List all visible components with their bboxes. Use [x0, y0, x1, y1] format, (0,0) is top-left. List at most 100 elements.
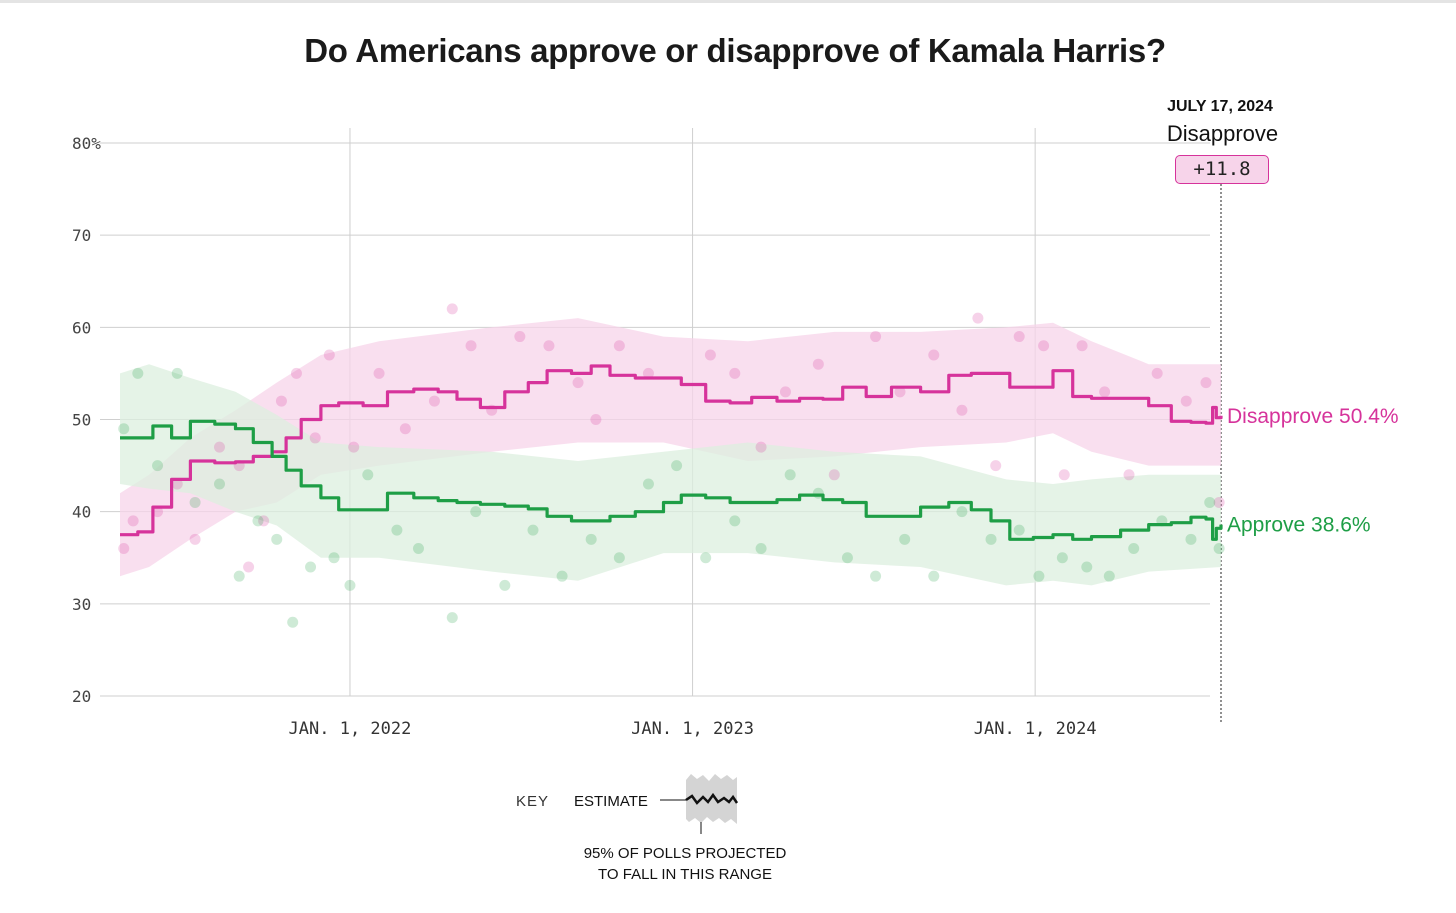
poll-dot-disapprove	[323, 349, 335, 361]
poll-dot-approve	[1056, 552, 1068, 564]
poll-dot-approve	[841, 552, 853, 564]
poll-dot-approve	[233, 570, 245, 582]
lead-margin-badge: +11.8	[1175, 155, 1269, 184]
poll-dot-disapprove	[729, 367, 741, 379]
poll-dot-approve	[412, 543, 424, 555]
poll-dot-approve	[470, 506, 482, 518]
poll-dot-approve	[700, 552, 712, 564]
y-tick-label: 50	[72, 411, 91, 430]
y-tick-label: 40	[72, 503, 91, 522]
key-estimate-line	[685, 792, 739, 805]
y-tick-label: 60	[72, 318, 91, 337]
poll-dot-disapprove	[348, 441, 360, 453]
y-tick-label: 80%	[72, 134, 101, 153]
key-range-line2: TO FALL IN THIS RANGE	[598, 866, 772, 883]
poll-dot-approve	[344, 579, 356, 591]
poll-dot-disapprove	[258, 515, 270, 527]
poll-dot-approve	[287, 616, 299, 628]
poll-dot-approve	[556, 570, 568, 582]
key-heading: KEY	[516, 793, 550, 810]
poll-dot-disapprove	[1076, 340, 1088, 352]
poll-dot-approve	[1103, 570, 1115, 582]
poll-dot-approve	[1213, 543, 1225, 555]
poll-dot-disapprove	[812, 358, 824, 370]
axis-labels: 20 30 40 50 60 70 80% JAN. 1, 2022 JAN. 1, 2023 J…	[72, 134, 1097, 739]
poll-dot-disapprove	[704, 349, 716, 361]
poll-dot-disapprove	[1058, 469, 1070, 481]
range-band-approve	[120, 364, 1221, 586]
end-label-disapprove: Disapprove 50.4%	[1227, 405, 1399, 428]
poll-dot-disapprove	[446, 303, 458, 315]
poll-dot-disapprove	[171, 478, 183, 490]
poll-dot-disapprove	[152, 506, 164, 518]
poll-dot-disapprove	[590, 414, 602, 425]
poll-dot-approve	[1033, 570, 1045, 582]
poll-dot-disapprove	[189, 533, 201, 545]
series-line-disapprove	[120, 364, 1223, 537]
poll-dot-disapprove	[572, 377, 584, 389]
poll-dot-approve	[189, 496, 201, 508]
poll-dot-disapprove	[1013, 331, 1025, 343]
poll-dot-disapprove	[118, 543, 130, 555]
y-tick-label: 70	[72, 226, 91, 245]
y-tick-label: 30	[72, 595, 91, 614]
poll-dot-approve	[1204, 496, 1216, 508]
key-range-label: 95% OF POLLS PROJECTED TO FALL IN THIS R…	[560, 843, 810, 885]
poll-dot-approve	[985, 533, 997, 545]
poll-dot-disapprove	[290, 367, 302, 379]
y-tick-label: 20	[72, 687, 91, 706]
poll-dot-disapprove	[894, 386, 906, 398]
poll-dot-approve	[1185, 533, 1197, 545]
poll-dot-disapprove	[543, 340, 555, 352]
poll-dot-disapprove	[613, 340, 625, 352]
poll-dot-approve	[271, 533, 283, 545]
poll-dot-approve	[1013, 524, 1025, 536]
poll-dot-disapprove	[828, 469, 840, 481]
poll-dot-disapprove	[1180, 395, 1192, 407]
range-band-disapprove	[120, 318, 1221, 577]
poll-dot-disapprove	[990, 460, 1002, 472]
lead-date: JULY 17, 2024	[1167, 98, 1273, 115]
x-tick-label: JAN. 1, 2022	[289, 719, 412, 739]
page-title: Do Americans approve or disapprove of Ka…	[304, 32, 1166, 69]
poll-dot-disapprove	[309, 432, 321, 444]
poll-dot-approve	[784, 469, 796, 481]
end-label-approve: Approve 38.6%	[1227, 514, 1371, 537]
poll-dot-disapprove	[213, 441, 225, 453]
poll-dot-disapprove	[243, 561, 255, 573]
key-range-line1: 95% OF POLLS PROJECTED	[583, 845, 787, 862]
poll-dot-approve	[328, 552, 340, 564]
poll-dot-approve	[928, 570, 940, 582]
series-line-approve	[120, 419, 1223, 541]
poll-dot-disapprove	[1213, 496, 1225, 508]
top-divider	[0, 0, 1456, 3]
poll-dot-approve	[642, 478, 654, 490]
poll-dot-disapprove	[514, 331, 526, 343]
poll-dot-approve	[446, 612, 458, 624]
poll-dot-approve	[870, 570, 882, 582]
poll-dots	[118, 303, 1225, 628]
x-tick-label: JAN. 1, 2023	[631, 719, 754, 739]
poll-dot-approve	[729, 515, 741, 527]
poll-dot-approve	[362, 469, 374, 481]
poll-dot-approve	[171, 367, 183, 379]
poll-dot-approve	[118, 423, 130, 435]
poll-dot-disapprove	[972, 312, 984, 324]
poll-dot-approve	[132, 367, 144, 379]
key-estimate-label: ESTIMATE	[574, 793, 648, 810]
poll-dot-disapprove	[465, 340, 477, 352]
poll-dot-approve	[585, 533, 597, 545]
x-tick-label: JAN. 1, 2024	[974, 719, 1097, 739]
poll-dot-disapprove	[1123, 469, 1135, 481]
poll-dot-approve	[613, 552, 625, 564]
poll-dot-approve	[899, 533, 911, 545]
poll-dot-disapprove	[928, 349, 940, 361]
poll-dot-approve	[671, 460, 683, 472]
poll-dot-disapprove	[1038, 340, 1050, 352]
poll-dot-approve	[1081, 561, 1093, 573]
poll-dot-disapprove	[779, 386, 791, 398]
poll-dot-approve	[499, 579, 511, 591]
poll-dot-approve	[391, 524, 403, 536]
poll-dot-disapprove	[870, 331, 882, 343]
poll-dot-disapprove	[127, 515, 139, 527]
